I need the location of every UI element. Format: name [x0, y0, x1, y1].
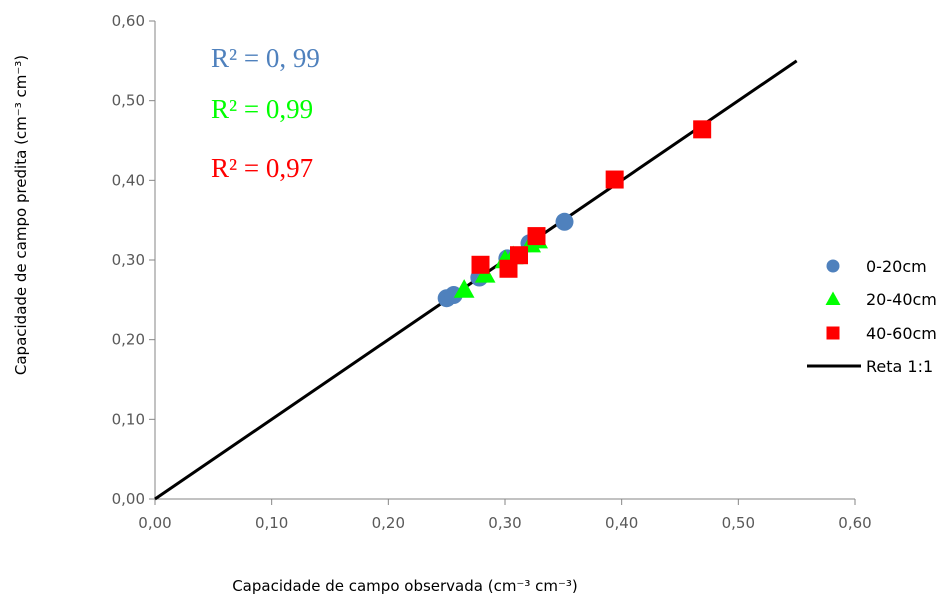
r-squared-label: R² = 0, 99: [211, 43, 320, 73]
legend-label: 0-20cm: [866, 257, 927, 276]
data-point: [471, 255, 490, 274]
series-40-60cm: [471, 120, 712, 278]
r-squared-label: R² = 0,97: [211, 153, 313, 183]
x-tick-label: 0,00: [138, 514, 171, 532]
y-tick-label: 0,50: [112, 92, 145, 110]
y-tick-label: 0,20: [112, 331, 145, 349]
legend-item-40-60cm: 40-60cm: [826, 324, 937, 343]
data-points: [437, 120, 712, 308]
x-tick-label: 0,10: [255, 514, 288, 532]
data-point: [555, 212, 574, 231]
legend-item-0-20cm: 0-20cm: [826, 257, 927, 276]
legend-marker: [825, 291, 841, 305]
x-tick-label: 0,60: [838, 514, 871, 532]
y-tick-label: 0,10: [112, 410, 145, 428]
y-tick-label: 0,60: [112, 12, 145, 30]
x-tick-label: 0,20: [372, 514, 405, 532]
x-axis-title: Capacidade de campo observada (cm⁻³ cm⁻³…: [232, 577, 578, 595]
data-point: [605, 170, 624, 189]
y-tick-label: 0,30: [112, 251, 145, 269]
x-tick-label: 0,50: [722, 514, 755, 532]
legend-item-reference-line: Reta 1:1: [807, 357, 933, 376]
x-tick-label: 0,30: [488, 514, 521, 532]
legend-label: 40-60cm: [866, 324, 937, 343]
tick-labels: 0,00 0,10 0,20 0,30 0,40 0,50 0,60 0,00 0,10 0,20…: [112, 12, 872, 532]
legend-marker: [826, 259, 840, 273]
legend-marker: [826, 326, 840, 340]
legend-label: 20-40cm: [866, 290, 937, 309]
data-point: [693, 120, 712, 139]
y-tick-label: 0,40: [112, 171, 145, 189]
r-squared-label: R² = 0,99: [211, 94, 313, 124]
data-point: [499, 259, 518, 278]
y-tick-label: 0,00: [112, 490, 145, 508]
r-squared-annotations: R² = 0, 99 R² = 0,99 R² = 0,97: [211, 43, 320, 183]
x-tick-label: 0,40: [605, 514, 638, 532]
data-point: [527, 227, 546, 246]
data-point: [510, 246, 528, 265]
legend-label: Reta 1:1: [866, 357, 933, 376]
legend-item-20-40cm: 20-40cm: [825, 290, 937, 309]
legend: 0-20cm 20-40cm 40-60cm Reta 1:1: [807, 257, 937, 376]
data-point: [453, 279, 475, 298]
axes: [149, 20, 856, 505]
y-axis-title: Capacidade de campo predita (cm⁻³ cm⁻³): [12, 55, 30, 375]
